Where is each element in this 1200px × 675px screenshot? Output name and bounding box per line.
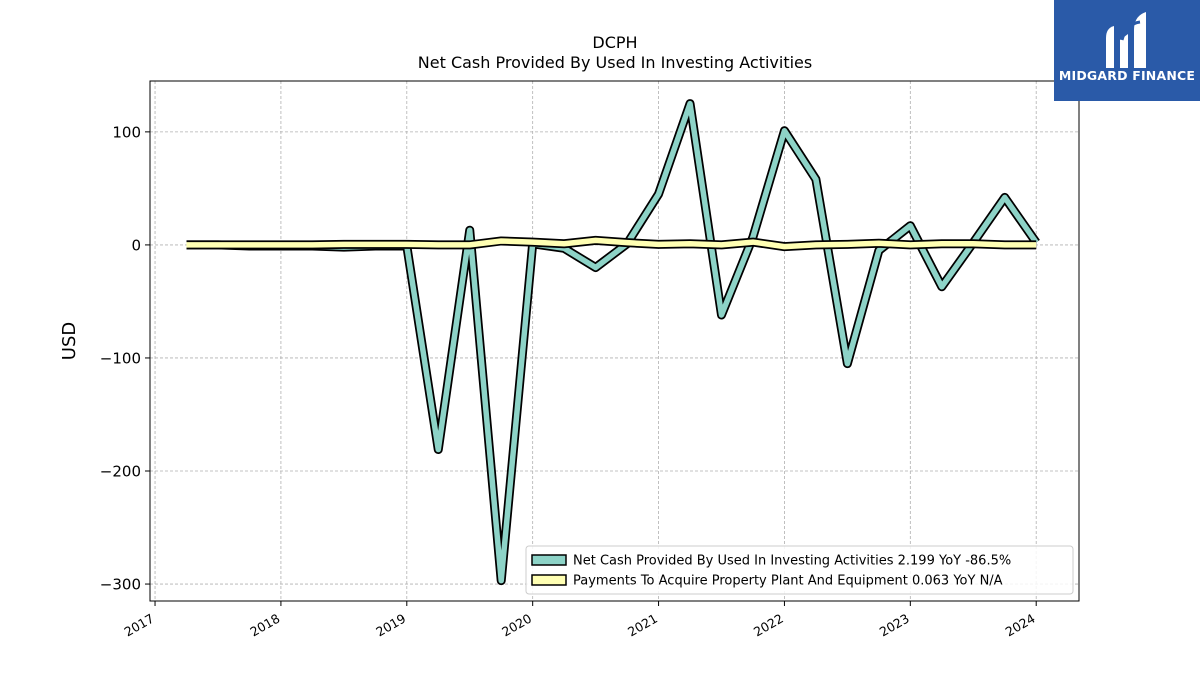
y-axis-label: USD <box>59 322 80 360</box>
x-axis: 2017 2018 2019 2020 2021 2022 2023 2024 <box>121 601 1038 640</box>
x-tick-label: 2019 <box>373 611 408 640</box>
grid <box>150 81 1079 601</box>
brand-logo: MIDGARD FINANCE <box>1054 0 1200 101</box>
chart-title: DCPH <box>592 33 637 52</box>
y-tick-label: −300 <box>100 576 141 594</box>
x-tick-label: 2022 <box>751 611 786 640</box>
y-axis: 100 0 −100 −200 −300 <box>100 123 150 594</box>
legend-swatch <box>531 574 567 586</box>
x-tick-label: 2017 <box>121 611 156 640</box>
x-tick-label: 2021 <box>625 611 660 640</box>
legend-entry: Net Cash Provided By Used In Investing A… <box>573 554 1011 569</box>
x-tick-label: 2020 <box>499 611 534 640</box>
plot-frame <box>149 80 1080 602</box>
y-tick-label: −100 <box>100 349 141 367</box>
series-1-line <box>186 100 1039 584</box>
y-tick-label: −200 <box>100 463 141 481</box>
legend-entry: Payments To Acquire Property Plant And E… <box>573 574 1003 589</box>
x-tick-label: 2023 <box>877 611 912 640</box>
legend-swatch <box>531 554 567 566</box>
x-tick-label: 2024 <box>1003 611 1038 640</box>
y-tick-label: 0 <box>131 236 141 254</box>
series-lines <box>186 99 1040 586</box>
x-tick-label: 2018 <box>247 611 282 640</box>
legend-box <box>525 545 1074 595</box>
logo-wordmark: MIDGARD FINANCE <box>1058 68 1196 83</box>
legend: Net Cash Provided By Used In Investing A… <box>525 545 1074 595</box>
y-tick-label: 100 <box>112 123 141 141</box>
chart-subtitle: Net Cash Provided By Used In Investing A… <box>418 53 812 72</box>
series-2-line <box>186 237 1037 250</box>
logo-mark-icon <box>1106 12 1146 68</box>
series-1-outline <box>186 99 1040 586</box>
